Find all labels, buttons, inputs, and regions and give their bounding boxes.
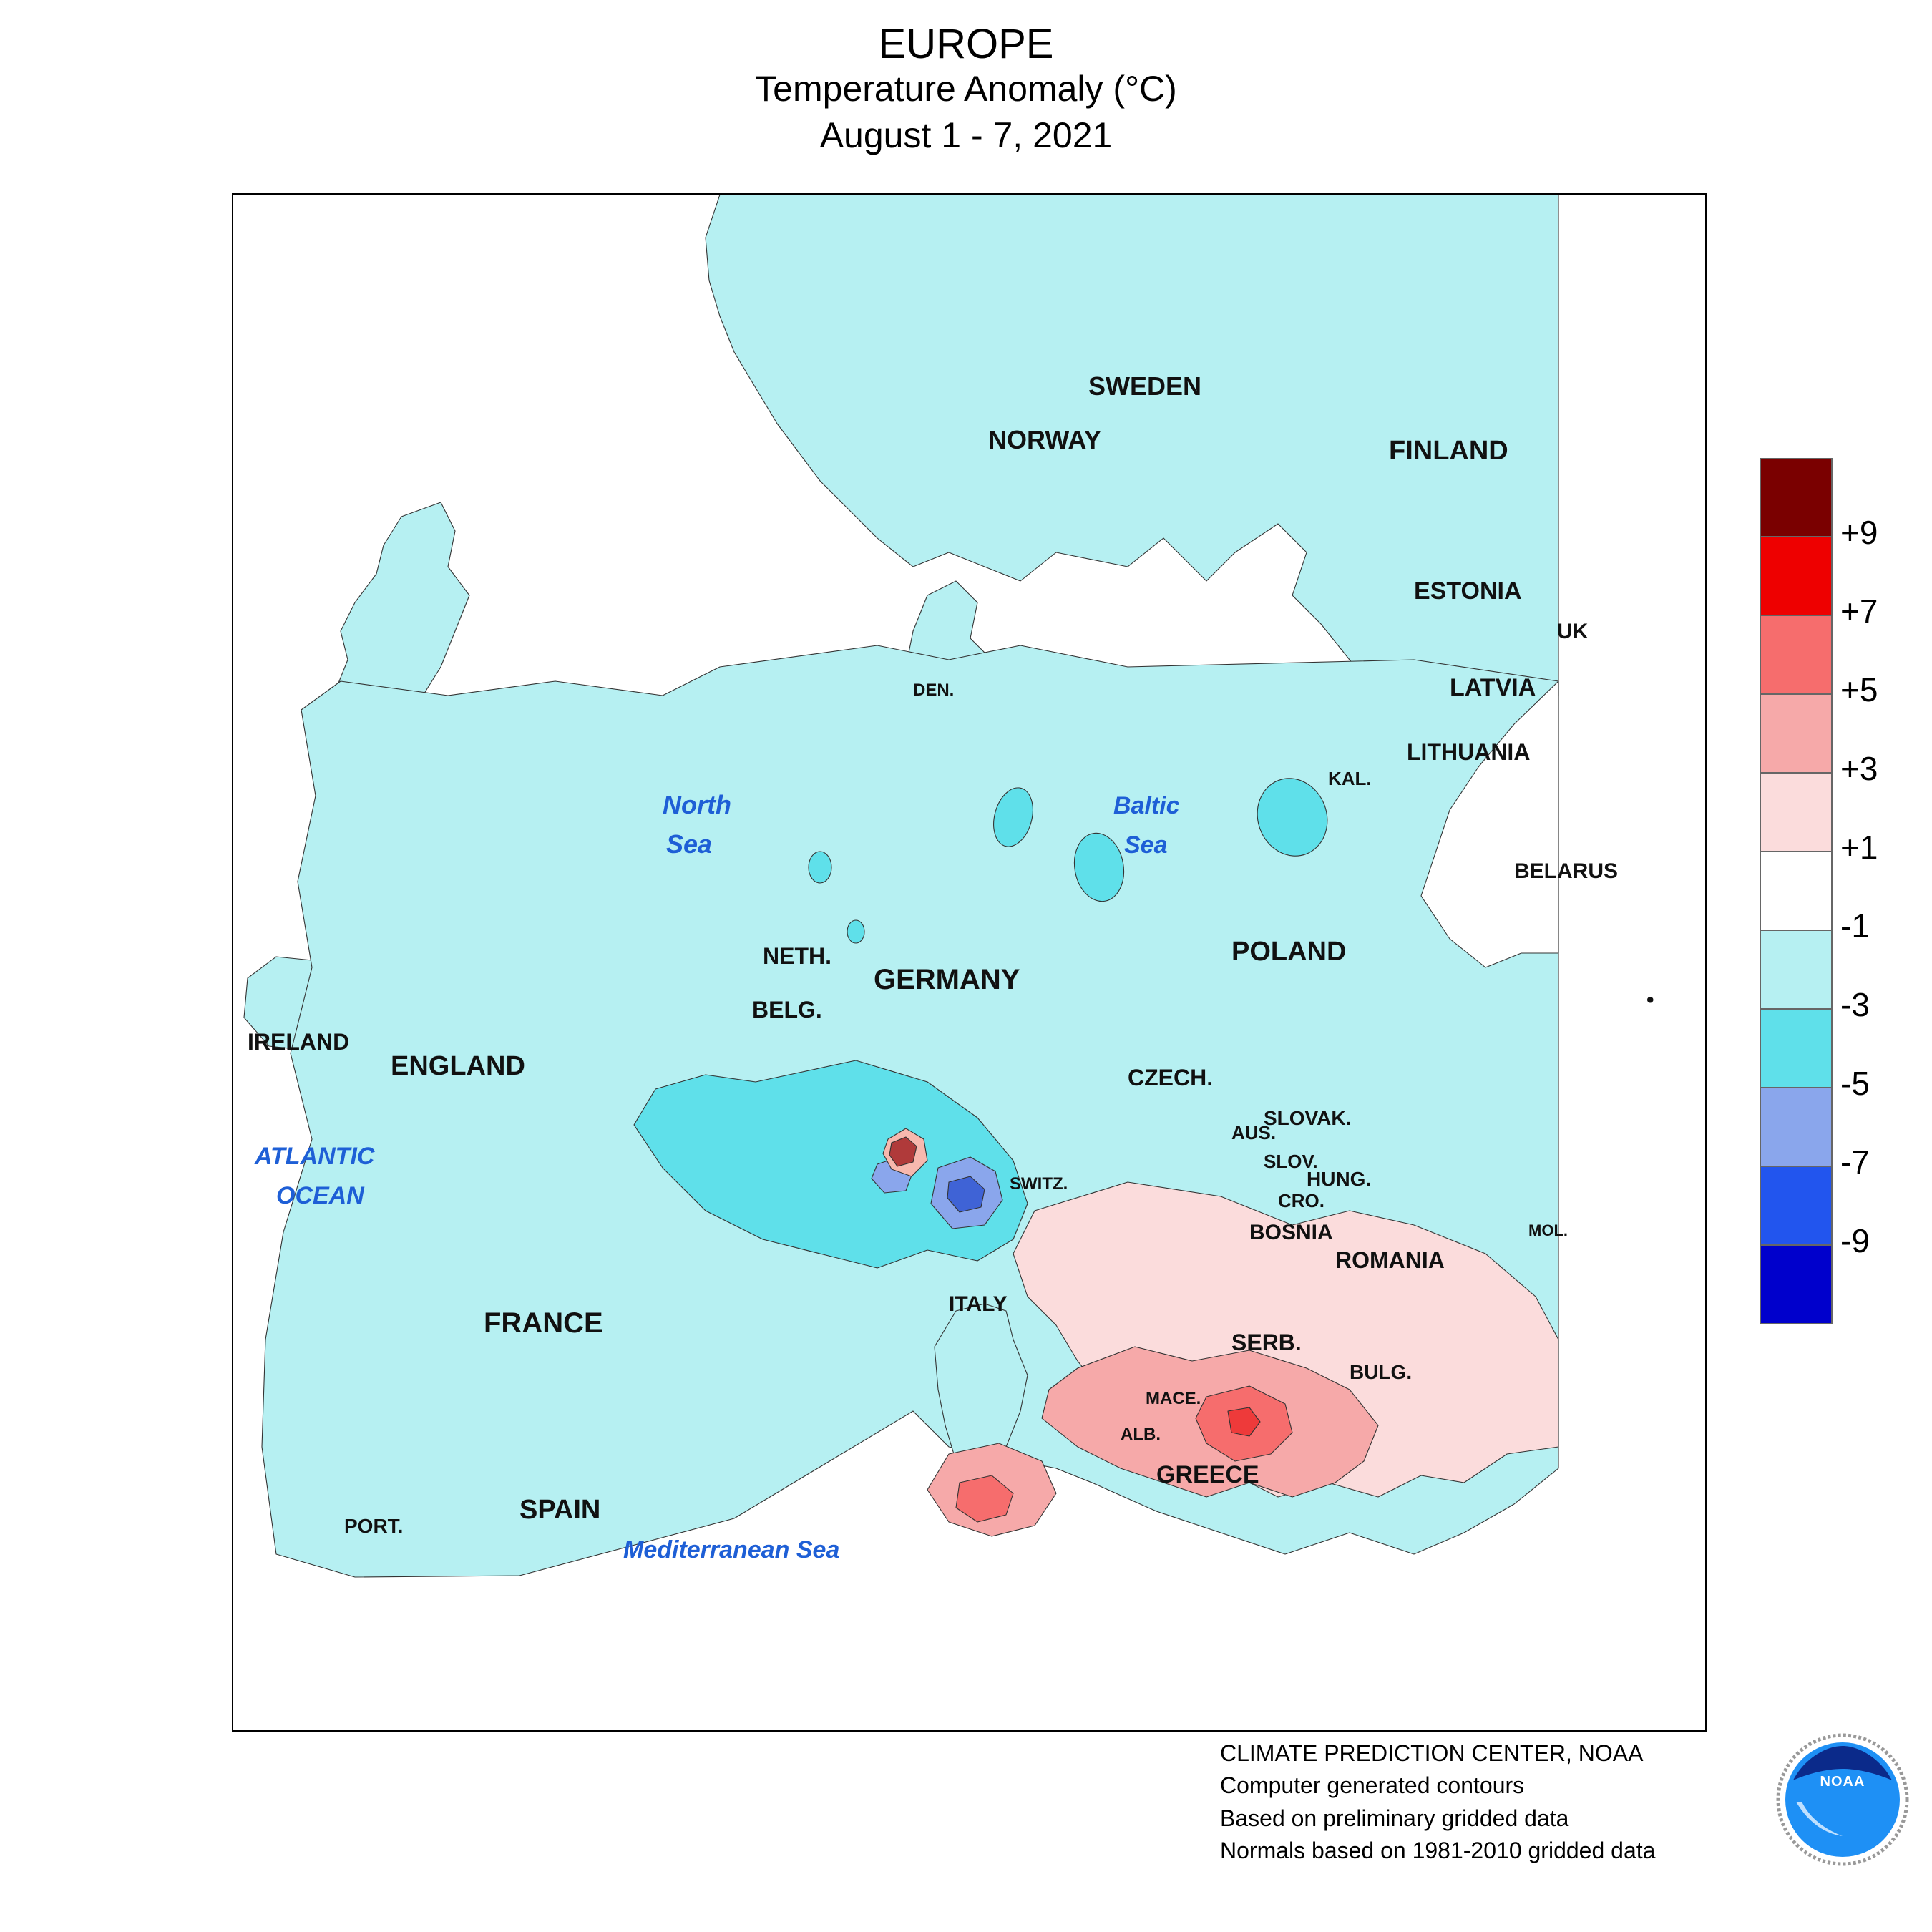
svg-text:SWEDEN: SWEDEN (1088, 371, 1201, 401)
svg-text:DEN.: DEN. (913, 680, 954, 700)
svg-text:ENGLAND: ENGLAND (391, 1051, 525, 1081)
svg-text:ESTONIA: ESTONIA (1414, 577, 1522, 605)
svg-text:+5: +5 (1840, 671, 1878, 708)
svg-text:+1: +1 (1840, 829, 1878, 866)
svg-text:-9: -9 (1840, 1222, 1870, 1259)
svg-text:+3: +3 (1840, 750, 1878, 787)
svg-text:SLOVAK.: SLOVAK. (1264, 1107, 1351, 1129)
svg-text:ITALY: ITALY (949, 1292, 1008, 1316)
svg-text:BULG.: BULG. (1350, 1361, 1412, 1383)
svg-text:Sea: Sea (666, 829, 712, 859)
svg-text:HUNG.: HUNG. (1307, 1168, 1371, 1190)
svg-text:OCEAN: OCEAN (276, 1182, 365, 1209)
svg-text:PORT.: PORT. (344, 1515, 403, 1537)
svg-text:-5: -5 (1840, 1065, 1870, 1102)
svg-text:Mediterranean Sea: Mediterranean Sea (623, 1536, 839, 1563)
svg-text:MOL.: MOL. (1528, 1221, 1568, 1239)
svg-text:NOAA: NOAA (1820, 1774, 1865, 1790)
svg-text:ALB.: ALB. (1121, 1425, 1161, 1444)
svg-text:North: North (663, 790, 731, 819)
svg-text:SPAIN: SPAIN (519, 1495, 600, 1525)
svg-text:BOSNIA: BOSNIA (1249, 1221, 1333, 1244)
svg-text:ROMANIA: ROMANIA (1335, 1247, 1445, 1273)
svg-text:LITHUANIA: LITHUANIA (1407, 739, 1530, 765)
svg-text:-3: -3 (1840, 986, 1870, 1023)
svg-text:FINLAND: FINLAND (1389, 436, 1508, 466)
svg-text:IRELAND: IRELAND (248, 1029, 349, 1055)
svg-text:KAL.: KAL. (1328, 768, 1372, 789)
svg-text:-7: -7 (1840, 1143, 1870, 1181)
svg-text:SERB.: SERB. (1231, 1330, 1302, 1355)
svg-text:UK: UK (1557, 620, 1589, 643)
svg-text:CRO.: CRO. (1278, 1190, 1324, 1211)
svg-text:+7: +7 (1840, 592, 1878, 630)
svg-text:ATLANTIC: ATLANTIC (254, 1143, 375, 1170)
svg-text:GERMANY: GERMANY (874, 964, 1020, 995)
svg-text:LATVIA: LATVIA (1450, 674, 1536, 701)
svg-text:Sea: Sea (1124, 831, 1168, 859)
svg-text:FRANCE: FRANCE (484, 1307, 603, 1339)
svg-text:AUS.: AUS. (1231, 1122, 1276, 1143)
svg-text:SWITZ.: SWITZ. (1010, 1174, 1068, 1194)
svg-text:MACE.: MACE. (1146, 1389, 1201, 1408)
svg-text:•: • (1646, 988, 1654, 1012)
svg-text:POLAND: POLAND (1231, 937, 1346, 967)
svg-text:NORWAY: NORWAY (988, 425, 1101, 454)
svg-text:-1: -1 (1840, 907, 1870, 945)
svg-text:GREECE: GREECE (1156, 1461, 1259, 1488)
svg-text:Baltic: Baltic (1113, 792, 1180, 819)
svg-text:BELG.: BELG. (752, 997, 822, 1023)
svg-text:CZECH.: CZECH. (1128, 1065, 1213, 1091)
svg-text:BELARUS: BELARUS (1514, 859, 1618, 883)
svg-text:NETH.: NETH. (763, 943, 831, 969)
svg-text:+9: +9 (1840, 514, 1878, 551)
